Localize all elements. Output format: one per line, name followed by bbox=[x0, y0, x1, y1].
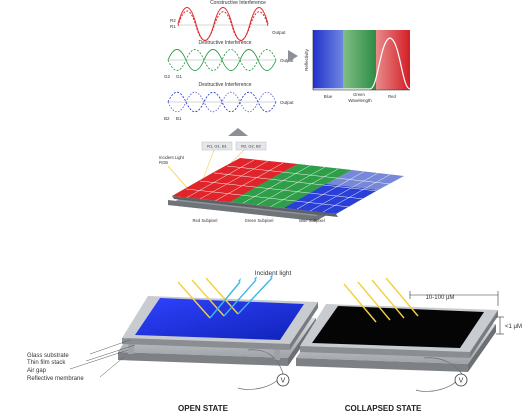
open-post-left bbox=[128, 340, 134, 354]
collapsed-base-edge bbox=[296, 358, 468, 372]
leader-membrane bbox=[99, 356, 125, 378]
collapsed-incident-ray-4 bbox=[385, 277, 419, 317]
layer-leader-lines bbox=[69, 339, 136, 378]
callout-box-1 bbox=[201, 141, 233, 151]
label-r2: R2 bbox=[170, 18, 176, 23]
label-b1: B1 bbox=[176, 116, 182, 121]
interference-waves: Constructive Interference R2 R1 Output D… bbox=[164, 0, 294, 121]
collapsed-incident-ray-3 bbox=[371, 279, 405, 319]
open-base-side bbox=[288, 318, 316, 366]
collapsed-light-rays bbox=[343, 277, 419, 323]
imod-states: Incident light bbox=[27, 270, 522, 413]
collapsed-incident-ray-2 bbox=[357, 281, 391, 321]
layer-label-air: Air gap bbox=[27, 368, 47, 374]
spectrum-band-blue bbox=[313, 30, 343, 90]
collapsed-voltage-symbol: V bbox=[459, 378, 464, 385]
open-ray-head-1 bbox=[238, 278, 241, 282]
red-subpixel-region bbox=[172, 172, 272, 202]
arrow-right-icon bbox=[288, 50, 298, 62]
leader-film bbox=[85, 344, 136, 362]
open-voltage-icon bbox=[276, 373, 290, 387]
open-base-edge bbox=[118, 352, 288, 366]
spectrum-band-green bbox=[343, 30, 376, 90]
open-reflective-panel bbox=[135, 298, 304, 340]
callout-label-2: R2, G2, B2 bbox=[241, 144, 262, 149]
collapsed-state-label: COLLAPSED STATE bbox=[345, 404, 422, 413]
wave-red-2 bbox=[177, 10, 269, 41]
layer-label-film: Thin film stack bbox=[27, 360, 66, 366]
open-incident-ray-2 bbox=[191, 279, 225, 317]
collapsed-base-side bbox=[468, 324, 496, 372]
collapsed-voltage-icon bbox=[454, 373, 468, 387]
output-green: Output bbox=[280, 58, 294, 63]
wave-red-1 bbox=[177, 7, 269, 41]
open-incident-ray-3 bbox=[205, 277, 239, 315]
output-red: Output bbox=[272, 30, 286, 35]
spectrum-label-green: Green bbox=[353, 92, 365, 97]
open-ray-head-2 bbox=[254, 276, 257, 280]
open-light-rays bbox=[177, 274, 273, 319]
dimension-width-label: 10-100 μM bbox=[426, 295, 455, 301]
open-ray-head-3 bbox=[270, 274, 273, 278]
red-subpixel-region-back bbox=[214, 158, 298, 178]
open-state-device bbox=[118, 296, 318, 366]
callout-box-2 bbox=[235, 141, 267, 151]
incident-light-bottom-label: Incident light bbox=[255, 270, 292, 277]
constructive-title: Constructive Interference bbox=[210, 0, 266, 6]
label-g1: G1 bbox=[176, 74, 183, 79]
label-g2: G2 bbox=[164, 74, 171, 79]
incident-rgb-label: RGB bbox=[159, 160, 168, 165]
array-front-edge bbox=[172, 196, 338, 217]
arrow-up-icon bbox=[228, 128, 248, 136]
label-b2: B2 bbox=[164, 116, 170, 121]
destructive-title-green: Destructive Interference bbox=[198, 40, 251, 46]
collapsed-black-panel bbox=[312, 306, 484, 348]
spectrum-label-blue: Blue bbox=[324, 94, 333, 99]
output-blue: Output bbox=[280, 100, 294, 105]
open-reflected-ray-2 bbox=[223, 279, 257, 317]
subpixel-array: Incident Light RGB R1, G1, B1 R2, G2, B2 bbox=[159, 141, 404, 223]
open-glass-side bbox=[290, 302, 318, 350]
subpixel-label-blue: Blue Subpixel bbox=[299, 218, 325, 223]
open-incident-ray-1 bbox=[177, 281, 211, 319]
collapsed-incident-ray-1 bbox=[343, 283, 377, 323]
layer-label-membrane: Reflective membrane bbox=[27, 376, 84, 382]
subpixel-label-red: Red Subpixel bbox=[193, 218, 218, 223]
open-state-label: OPEN STATE bbox=[178, 404, 229, 413]
reflectivity-spectrum: Reflectivity Blue Green Red Wavelength bbox=[304, 30, 411, 103]
spectrum-label-red: Red bbox=[388, 94, 396, 99]
open-voltage-symbol: V bbox=[281, 378, 286, 385]
subpixel-label-green: Green Subpixel bbox=[245, 218, 274, 223]
open-voltage-wire bbox=[237, 349, 284, 390]
collapsed-state-device bbox=[296, 304, 498, 372]
incident-light-label: Incident Light bbox=[159, 155, 185, 160]
reflectivity-axis-label: Reflectivity bbox=[304, 48, 309, 71]
layer-label-glass: Glass substrate bbox=[27, 353, 69, 359]
destructive-title-blue: Destructive Interference bbox=[198, 82, 251, 88]
subpixel-grid-lines bbox=[185, 159, 392, 213]
reflectivity-curve bbox=[313, 37, 411, 90]
leader-air bbox=[69, 349, 129, 370]
label-r1: R1 bbox=[170, 24, 176, 29]
open-reflected-ray-1 bbox=[209, 281, 241, 319]
callout-label-1: R1, G1, B1 bbox=[207, 144, 228, 149]
open-glass-edge bbox=[122, 338, 290, 350]
wavelength-axis-label: Wavelength bbox=[348, 98, 372, 103]
open-reflected-ray-3 bbox=[237, 277, 273, 315]
collapsed-glass-side bbox=[470, 310, 498, 358]
dimension-gap-label: <1 μM bbox=[505, 324, 522, 330]
collapsed-glass-edge bbox=[300, 346, 470, 358]
leader-glass bbox=[89, 339, 131, 355]
open-post-right bbox=[274, 346, 280, 360]
